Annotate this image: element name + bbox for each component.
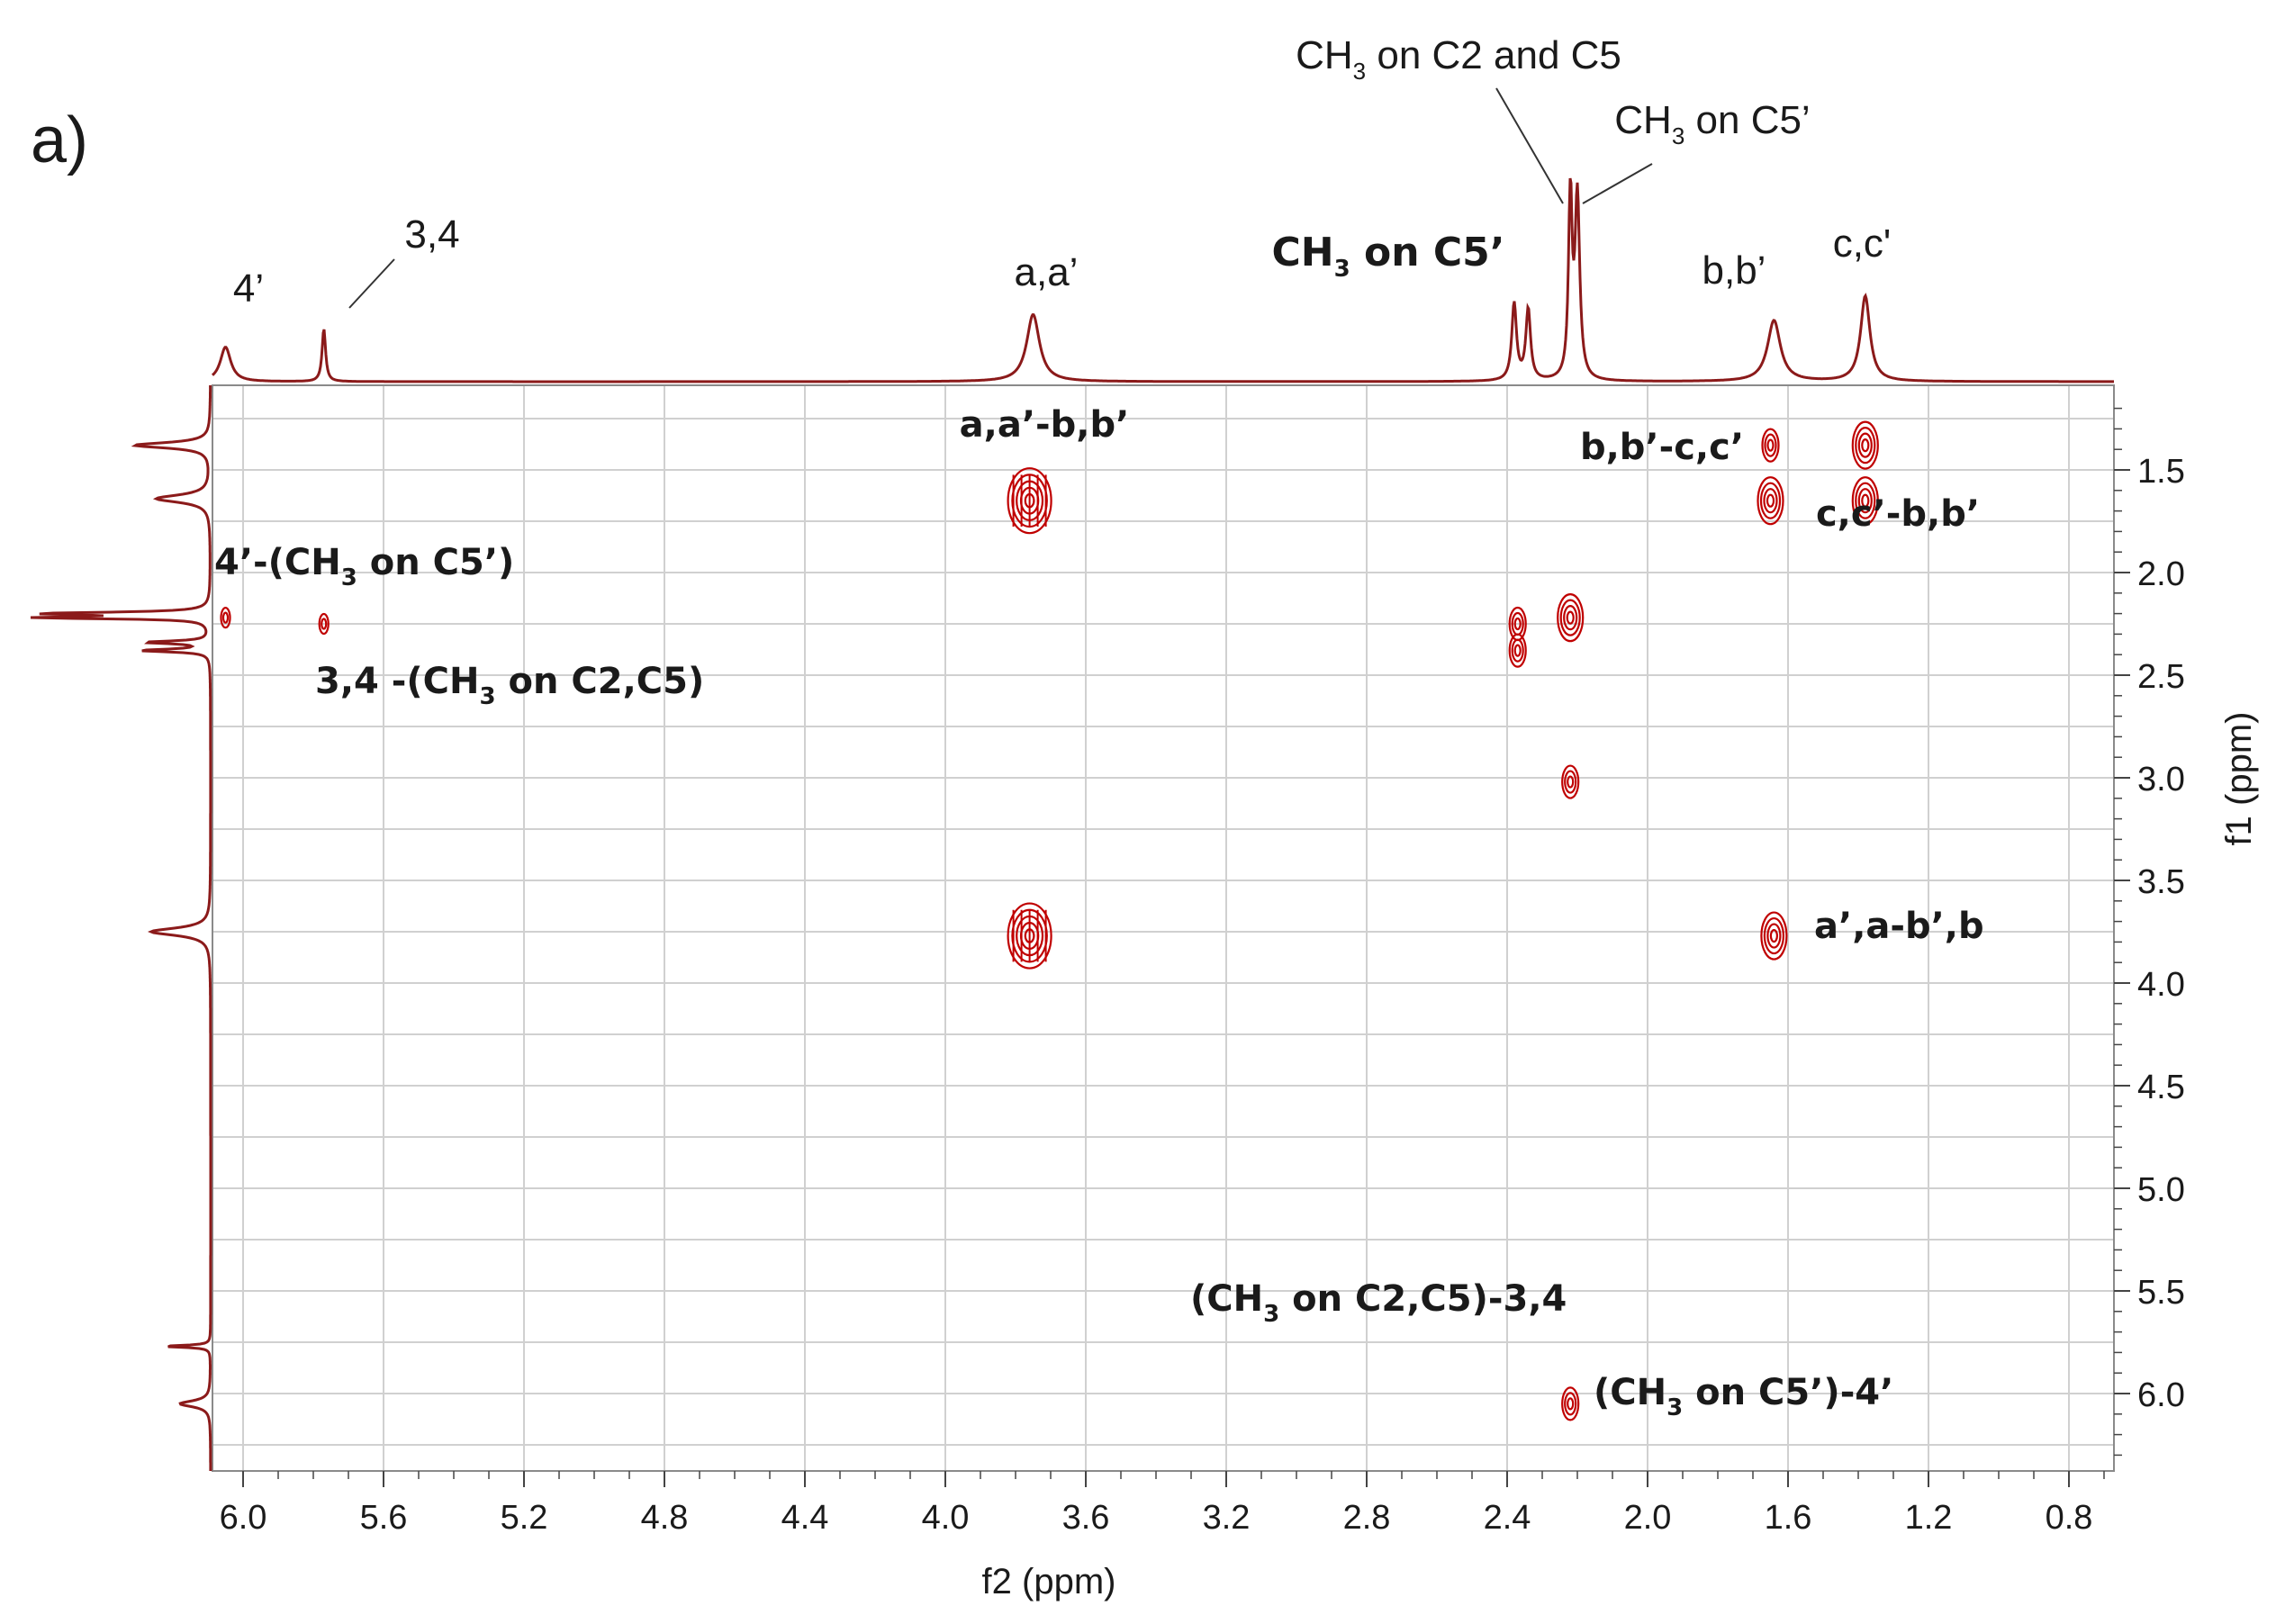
y-tick-label: 3.0 [2137,761,2185,798]
annotation-pk-aa: a,a’ [1015,250,1079,294]
cross-peak [1508,633,1527,668]
cross-peak [1007,902,1052,970]
annotation-pk-ch3-c5p: CH3 on C5’ [1614,98,1810,149]
cross-peak-contours [220,420,1879,1421]
annotation-text: 4’-(CH [214,542,341,583]
annotation-text: a,a’ [1015,250,1079,294]
x-tick-label: 4.8 [641,1499,689,1537]
annotation-subscript: 3 [1672,122,1684,149]
annotation-text: CH [1296,33,1353,77]
cross-peak [1557,593,1585,643]
annotation-pk-bb: b,b’ [1702,248,1766,293]
annotation-text: CH [1614,98,1672,142]
y-tick-label: 5.5 [2137,1274,2185,1312]
panel-label: a) [31,104,88,176]
annotation-text: b,b’-c,c’ [1580,427,1744,468]
x-tick-label: 3.2 [1203,1499,1251,1537]
annotation-text: on C5’) [357,542,514,583]
annotation-text: 3,4 [404,212,459,257]
annotation-xl-34-ch3: 3,4 -(CH3 on C2,C5) [315,661,704,710]
y-tick-label: 4.0 [2137,966,2185,1004]
leader-line-3-4 [348,258,395,309]
x-tick-label: 0.8 [2046,1499,2093,1537]
annotation-subscript: 3 [1263,1301,1279,1328]
cross-peak [1761,428,1780,463]
annotation-subscript: 3 [1666,1394,1683,1421]
annotation-text: CH [1271,230,1333,275]
annotation-xl-aa-bb: a,a’-b,b’ [960,404,1130,446]
y-tick-label: 3.5 [2137,863,2185,901]
y-tick-label: 4.5 [2137,1069,2185,1106]
annotation-xl-cc-bb: c,c’-b,b’ [1816,493,1980,535]
annotation-xl-4p-ch3: 4’-(CH3 on C5’) [214,542,514,591]
annotation-pk-ch3-c5p-bold: CH3 on C5’ [1271,230,1504,283]
cross-peak [1007,467,1052,535]
annotation-text: on C5’ [1350,230,1505,275]
annotation-text: on C2,C5)-3,4 [1279,1278,1567,1320]
y-tick-label: 2.0 [2137,555,2185,593]
cross-peak [1851,420,1879,470]
annotation-text: 4’ [233,266,264,311]
x-tick-label: 2.0 [1624,1499,1672,1537]
cross-peak [1561,1386,1580,1421]
x-tick-label: 1.2 [1905,1499,1953,1537]
cross-peak [1851,476,1879,526]
x-tick-label: 5.2 [501,1499,548,1537]
grid [212,385,2114,1471]
x-tick-label: 1.6 [1765,1499,1812,1537]
leader-line-ch3-c5p [1582,163,1653,204]
leader-line-ch3-c2-c5 [1495,87,1564,204]
annotation-text: a’,a-b’,b [1814,906,1984,947]
annotation-text: a,a’-b,b’ [960,404,1130,446]
y-tick-label: 2.5 [2137,658,2185,696]
annotation-text: c,c' [1833,221,1892,266]
y-tick-label: 1.5 [2137,453,2185,491]
cross-peak [1561,764,1580,799]
cross-peak [1760,911,1788,961]
y-tick-label: 6.0 [2137,1376,2185,1414]
x-tick-label: 3.6 [1062,1499,1110,1537]
annotation-text: (CH [1190,1278,1263,1320]
annotation-text: on C2 and C5 [1366,33,1621,77]
annotation-subscript: 3 [341,564,357,591]
x-tick-label: 6.0 [220,1499,267,1537]
annotation-xl-ch3-4p: (CH3 on C5’)-4’ [1594,1372,1893,1421]
annotation-xl-ch3-34: (CH3 on C2,C5)-3,4 [1190,1278,1567,1328]
y-axis-ticks: 1.5 2.0 2.5 3.0 3.5 4.0 4.5 5.0 5.5 6.0 [2114,407,2185,1457]
cross-peak [220,607,231,629]
annotation-pk-ch3-c2c5: CH3 on C2 and C5 [1296,33,1621,85]
x-axis-ticks: 6.0 5.6 5.2 4.8 4.4 4.0 3.6 3.2 2.8 2.4 2.0 1.6 1.2 0… [220,1471,2105,1537]
annotation-pk-4p: 4’ [233,266,264,311]
cross-peak [1757,476,1784,526]
annotation-text: c,c’-b,b’ [1816,493,1980,535]
x-axis-title: f2 (ppm) [982,1562,1116,1601]
plot-frame [212,384,2115,1472]
annotation-text: 3,4 -(CH [315,661,480,702]
annotation-pk-cc: c,c' [1833,221,1892,266]
y-tick-label: 5.0 [2137,1171,2185,1209]
annotation-text: on C5’ [1684,98,1810,142]
annotation-text: on C2,C5) [496,661,705,702]
annotation-subscript: 3 [1353,58,1366,85]
y-axis-title: f1 (ppm) [2219,712,2259,846]
annotation-xl-ap-bp: a’,a-b’,b [1814,906,1984,947]
cross-peak [318,612,330,636]
x-tick-label: 5.6 [360,1499,408,1537]
x-tick-label: 2.8 [1343,1499,1391,1537]
annotation-subscript: 3 [480,683,496,710]
top-projection-spectrum [211,177,2114,383]
x-tick-label: 4.4 [781,1499,829,1537]
annotation-text: on C5’)-4’ [1683,1372,1893,1413]
annotation-text: b,b’ [1702,248,1766,293]
left-projection-spectrum [30,385,212,1471]
annotation-pk-34: 3,4 [404,212,459,257]
x-tick-label: 2.4 [1484,1499,1531,1537]
annotation-xl-bb-cc: b,b’-c,c’ [1580,427,1744,468]
annotation-subscript: 3 [1334,256,1350,283]
annotation-text: (CH [1594,1372,1666,1413]
x-tick-label: 4.0 [922,1499,970,1537]
